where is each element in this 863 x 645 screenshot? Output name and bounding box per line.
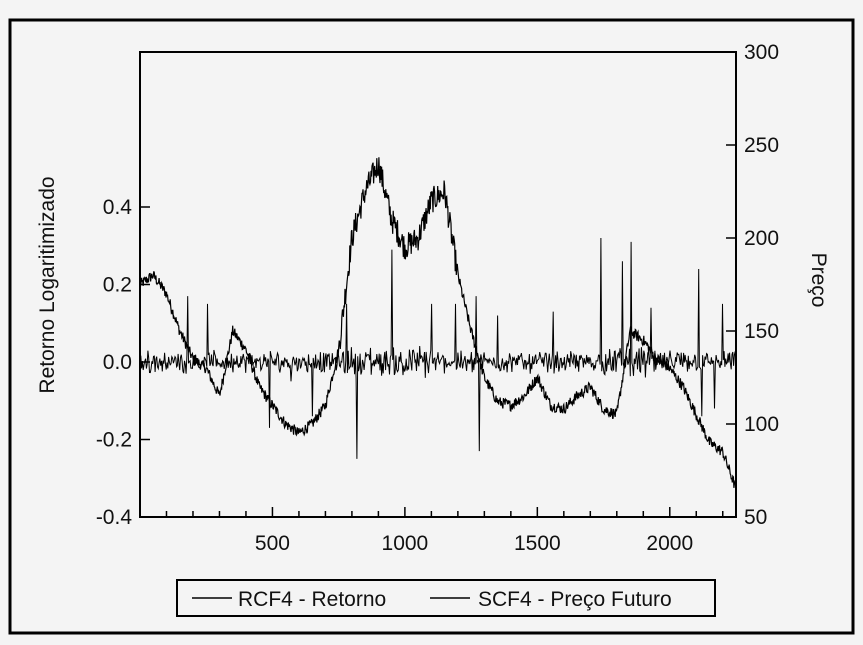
legend-label-rcf4: RCF4 - Retorno [238,588,386,611]
y-axis-right-label: Preço [807,253,830,308]
y-right-tick-label: 300 [744,41,779,64]
y-right-tick-label: 200 [744,227,779,250]
legend-box [176,579,716,617]
y-left-tick-label: 0.0 [103,351,132,374]
y-left-tick-label: -0.2 [96,429,132,452]
x-axis: 500 1000 1500 2000 [165,507,724,555]
plot-frame [139,51,737,518]
y-left-tick-label: 0.2 [103,274,132,297]
price-line-layer [139,157,737,490]
y-axis-left: 0.4 0.2 0.0 -0.2 -0.4 [96,196,150,529]
y-right-tick-label: 50 [744,506,767,529]
series-line-scf4 [139,157,737,490]
x-tick-label: 2000 [646,532,693,555]
y-left-tick-label: -0.4 [96,506,133,529]
x-tick-label: 1500 [514,532,561,555]
x-tick-label: 1000 [382,532,429,555]
y-left-tick-label: 0.4 [103,196,133,219]
y-right-tick-label: 250 [744,134,779,157]
legend: RCF4 - Retorno SCF4 - Preço Futuro [176,579,716,617]
legend-label-scf4: SCF4 - Preço Futuro [478,588,672,611]
y-axis-left-label: Retorno Logaritimizado [36,176,59,393]
x-tick-label: 500 [255,532,290,555]
y-right-tick-label: 100 [744,413,779,436]
return-line-layer [139,237,737,459]
series-line-rcf4 [139,237,737,459]
y-right-tick-label: 150 [744,320,779,343]
y-axis-right: 300 250 200 150 100 50 [726,41,779,529]
